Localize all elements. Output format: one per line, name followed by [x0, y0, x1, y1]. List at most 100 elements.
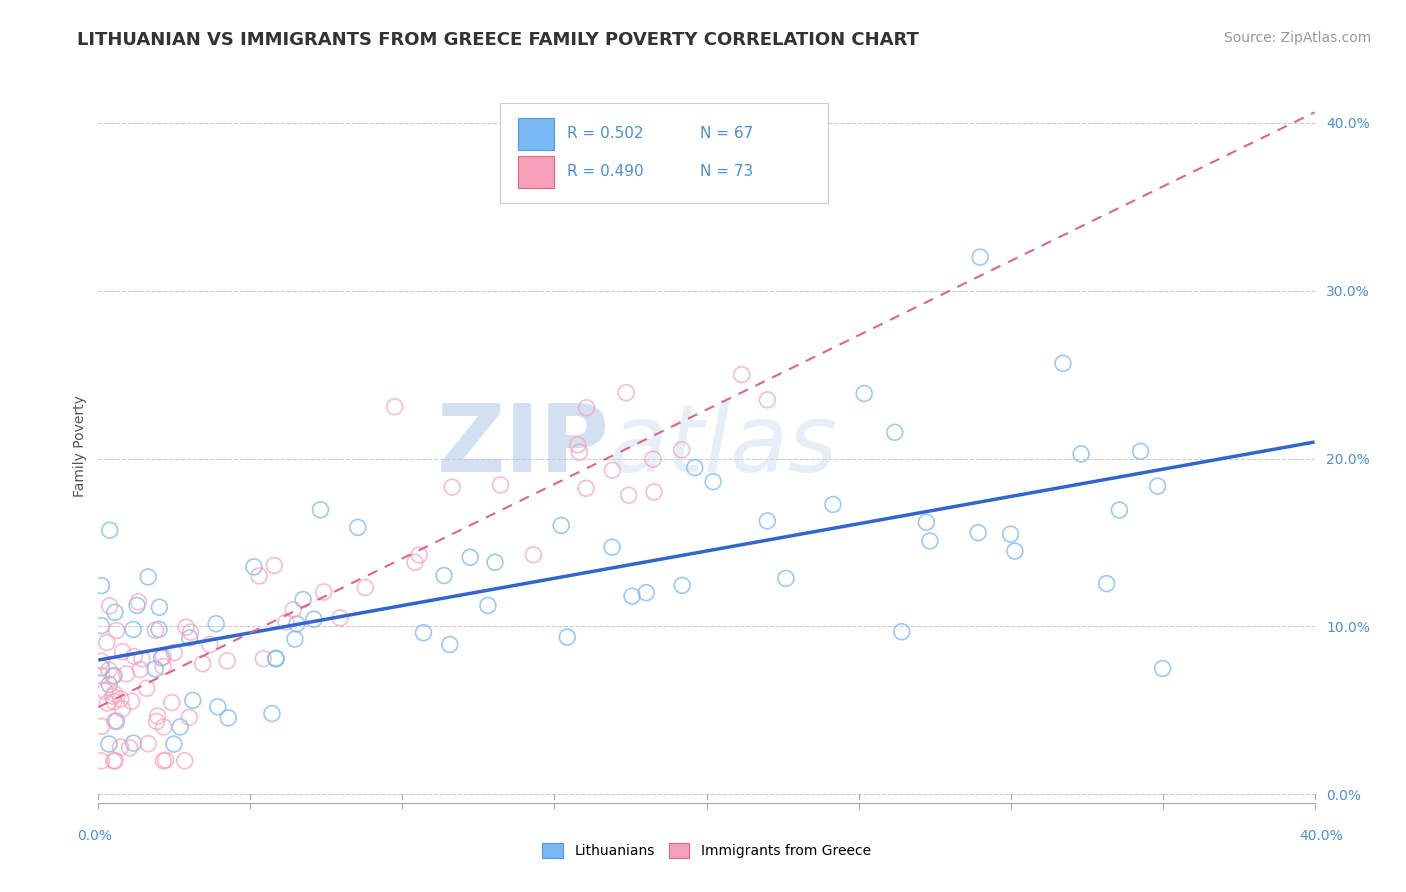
Text: N = 73: N = 73 — [700, 164, 754, 179]
Point — [731, 368, 754, 382]
Point — [148, 600, 170, 615]
Point — [98, 677, 121, 691]
Point — [90, 668, 112, 682]
FancyBboxPatch shape — [517, 156, 554, 188]
Point — [169, 720, 191, 734]
Point — [179, 631, 201, 645]
Point — [96, 635, 118, 649]
Point — [309, 502, 332, 516]
Point — [217, 711, 239, 725]
Text: R = 0.490: R = 0.490 — [567, 164, 644, 179]
Point — [152, 659, 174, 673]
Text: LITHUANIAN VS IMMIGRANTS FROM GREECE FAMILY POVERTY CORRELATION CHART: LITHUANIAN VS IMMIGRANTS FROM GREECE FAM… — [77, 31, 920, 49]
Point — [636, 585, 658, 599]
Point — [129, 663, 152, 677]
Text: 0.0%: 0.0% — [77, 829, 112, 843]
Point — [146, 709, 169, 723]
Point — [98, 599, 121, 613]
Text: R = 0.502: R = 0.502 — [567, 126, 643, 141]
Point — [1152, 661, 1174, 675]
Point — [484, 555, 506, 569]
Point — [111, 702, 134, 716]
FancyBboxPatch shape — [499, 103, 828, 203]
Point — [90, 579, 112, 593]
Point — [477, 599, 499, 613]
Point — [756, 392, 779, 407]
Point — [602, 463, 624, 477]
Point — [118, 740, 141, 755]
Point — [135, 681, 157, 696]
Point — [122, 649, 145, 664]
Point — [458, 550, 481, 565]
Point — [104, 754, 127, 768]
Point — [264, 651, 287, 665]
Point — [967, 525, 990, 540]
Point — [122, 623, 145, 637]
Point — [121, 694, 143, 708]
Point — [94, 684, 117, 698]
Point — [191, 657, 214, 671]
Text: N = 67: N = 67 — [700, 126, 754, 141]
Point — [890, 624, 912, 639]
Point — [155, 753, 177, 767]
Point — [1146, 479, 1168, 493]
Point — [136, 737, 159, 751]
Point — [90, 654, 112, 668]
Point — [247, 569, 270, 583]
Point — [1070, 447, 1092, 461]
Text: atlas: atlas — [609, 401, 838, 491]
Point — [302, 612, 325, 626]
Point — [90, 754, 112, 768]
Point — [104, 714, 127, 728]
Point — [354, 581, 377, 595]
Point — [274, 615, 297, 629]
Point — [756, 514, 779, 528]
Legend: Lithuanians, Immigrants from Greece: Lithuanians, Immigrants from Greece — [537, 838, 876, 863]
Point — [264, 652, 287, 666]
Point — [329, 611, 352, 625]
Point — [207, 699, 229, 714]
Point — [600, 540, 623, 554]
Point — [683, 460, 706, 475]
Text: ZIP: ZIP — [436, 400, 609, 492]
Point — [173, 754, 195, 768]
Point — [883, 425, 905, 440]
Point — [150, 651, 173, 665]
Point — [671, 442, 693, 457]
Point — [152, 754, 174, 768]
Point — [1000, 527, 1022, 541]
Point — [408, 548, 430, 562]
Point — [404, 555, 426, 569]
Point — [103, 668, 125, 682]
Point — [568, 445, 591, 459]
Point — [1108, 503, 1130, 517]
Point — [915, 516, 938, 530]
Point — [104, 605, 127, 619]
Point — [243, 559, 266, 574]
Point — [122, 736, 145, 750]
Point — [702, 475, 724, 489]
Point — [96, 696, 118, 710]
Point — [641, 452, 664, 467]
Point — [105, 624, 128, 638]
Point — [614, 385, 637, 400]
Point — [575, 481, 598, 495]
Point — [522, 548, 544, 562]
Point — [671, 578, 693, 592]
Point — [412, 625, 434, 640]
Point — [148, 623, 170, 637]
Point — [489, 478, 512, 492]
Point — [174, 620, 197, 634]
Point — [90, 618, 112, 632]
Point — [143, 662, 166, 676]
Point — [555, 630, 578, 644]
Point — [918, 534, 941, 549]
Point — [131, 652, 153, 666]
Point — [969, 250, 991, 264]
Point — [260, 706, 283, 721]
Point — [205, 616, 228, 631]
Point — [136, 570, 159, 584]
Point — [103, 695, 125, 709]
Point — [252, 651, 274, 665]
Point — [312, 585, 335, 599]
